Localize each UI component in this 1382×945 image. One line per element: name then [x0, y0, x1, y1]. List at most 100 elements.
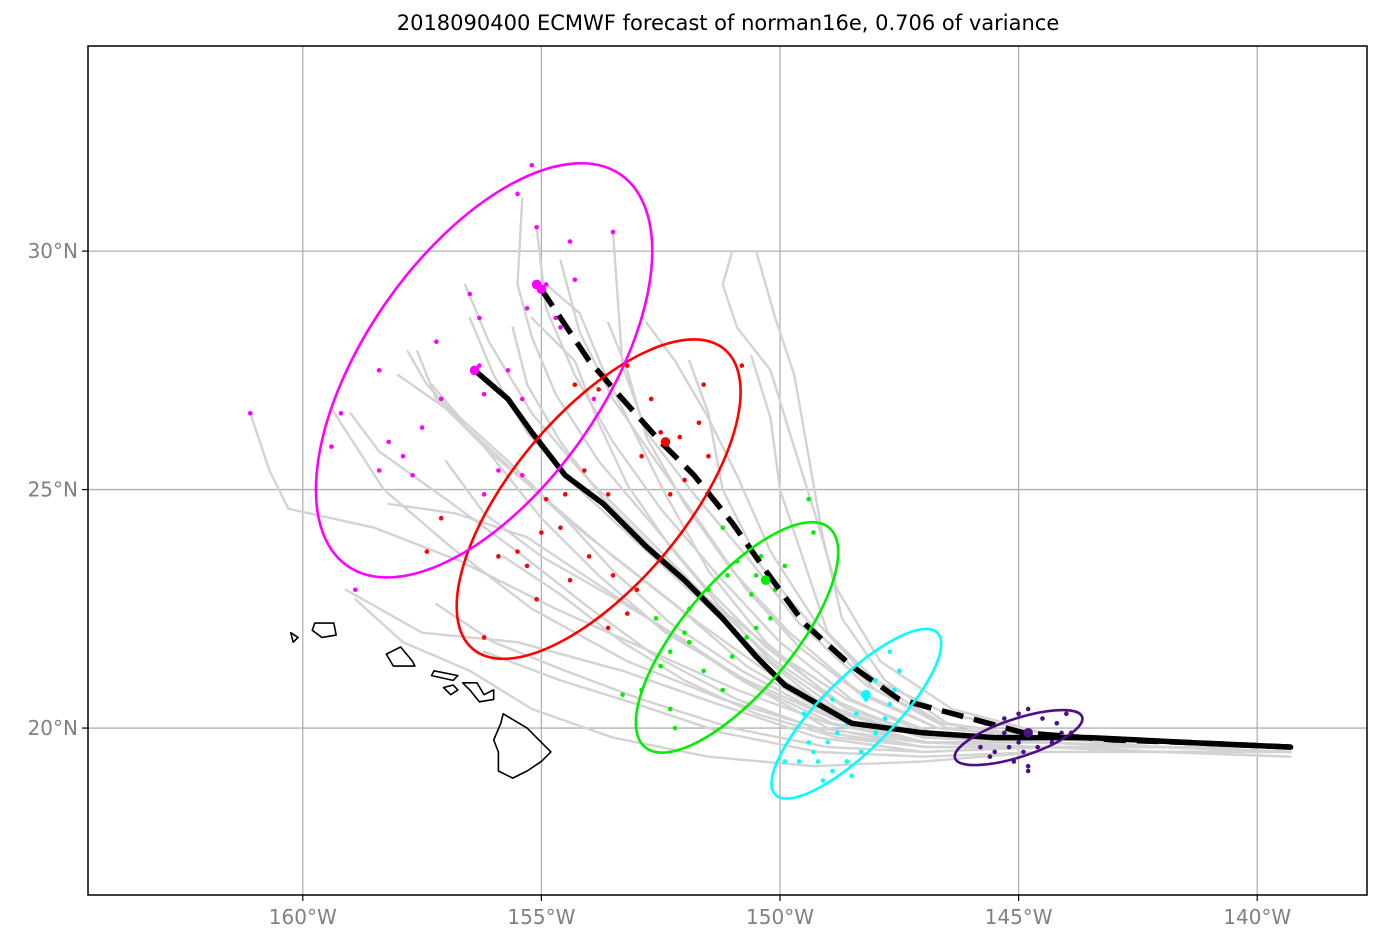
mean-track-solid [471, 367, 1294, 750]
member-point-day-4 [481, 635, 487, 640]
cluster-ellipse-day-1 [953, 708, 1084, 767]
member-point-day-5 [591, 396, 597, 402]
member-point-day-2 [873, 730, 878, 736]
member-point-day-4 [639, 453, 644, 459]
member-point-day-4 [677, 434, 683, 440]
member-point-day-3 [658, 663, 663, 669]
member-point-day-4 [634, 587, 640, 593]
member-point-day-5 [386, 439, 391, 445]
island-outline [311, 622, 338, 639]
member-point-day-5 [477, 315, 482, 321]
ensemble-track [249, 412, 1292, 754]
x-tick-label: 150°W [746, 905, 814, 929]
ensemble-track [482, 650, 1292, 758]
member-point-day-5 [481, 391, 487, 397]
member-point-day-1 [992, 749, 998, 755]
member-point-day-3 [701, 668, 706, 674]
member-point-day-4 [610, 573, 616, 578]
member-point-day-2 [782, 759, 788, 764]
member-point-day-4 [624, 611, 630, 616]
member-point-day-4 [648, 396, 654, 402]
member-point-day-2 [811, 749, 816, 755]
member-point-day-4 [624, 363, 630, 368]
map-frame [87, 45, 1368, 896]
x-tick-label: 145°W [985, 905, 1053, 929]
island-outline [442, 684, 459, 696]
member-point-day-5 [543, 282, 549, 287]
member-point-day-3 [720, 687, 726, 693]
member-point-day-1 [1025, 763, 1031, 769]
member-point-day-3 [768, 616, 773, 621]
member-point-day-4 [562, 492, 568, 497]
member-point-day-5 [610, 229, 616, 235]
member-point-day-4 [582, 468, 587, 473]
x-tick-label: 160°W [269, 905, 337, 929]
member-point-day-3 [653, 616, 659, 621]
member-point-day-1 [1016, 740, 1021, 745]
member-point-day-2 [887, 649, 893, 655]
y-tick-label: 20°N [28, 716, 78, 740]
member-point-day-2 [830, 697, 835, 702]
mean-tracks [471, 287, 1294, 750]
member-point-day-2 [887, 701, 893, 707]
member-point-day-4 [701, 382, 706, 387]
ensemble-track [463, 283, 1292, 749]
member-point-day-5 [558, 325, 563, 330]
member-point-day-2 [873, 678, 878, 683]
map-gridlines [88, 46, 1367, 895]
member-point-day-4 [605, 625, 611, 631]
member-point-day-3 [811, 530, 816, 535]
member-point-day-1 [1001, 730, 1007, 736]
member-point-day-4 [586, 554, 592, 559]
island-outline [492, 712, 552, 779]
member-point-day-5 [524, 306, 530, 311]
member-point-day-1 [987, 754, 993, 759]
cluster-center-day-4 [660, 437, 671, 447]
member-point-day-4 [424, 549, 430, 554]
member-point-day-3 [720, 525, 726, 531]
member-point-day-4 [739, 363, 745, 368]
ensemble-tracks [249, 197, 1292, 768]
member-point-day-1 [1001, 716, 1007, 721]
cluster-ellipse-day-5 [314, 161, 654, 579]
member-point-day-2 [834, 730, 840, 736]
member-point-day-5 [376, 468, 382, 473]
member-point-day-5 [376, 368, 382, 373]
member-point-day-5 [481, 492, 487, 497]
island-outline [461, 681, 495, 703]
member-point-day-5 [338, 410, 344, 416]
member-point-day-4 [706, 453, 711, 459]
member-point-day-5 [519, 472, 525, 478]
member-point-day-3 [753, 625, 759, 631]
ensemble-track [607, 321, 1292, 749]
member-point-day-2 [820, 778, 826, 783]
member-point-day-5 [419, 425, 425, 430]
member-point-day-2 [801, 711, 807, 717]
member-point-day-1 [1040, 716, 1045, 721]
member-point-day-4 [558, 525, 563, 531]
member-point-day-4 [605, 492, 611, 497]
island-outline [289, 631, 299, 644]
member-point-day-3 [667, 649, 673, 655]
member-point-day-5 [515, 191, 520, 197]
island-outline [430, 669, 459, 682]
member-point-day-1 [1021, 749, 1026, 755]
cluster-center-day-3 [760, 575, 771, 586]
member-point-day-5 [572, 277, 578, 283]
axis-ticks: 160°W 155°W 150°W 145°W 140°W 20°N 25°N 30°N [28, 239, 1292, 929]
map-title: 2018090400 ECMWF forecast of norman16e, … [396, 11, 1060, 35]
member-point-day-4 [524, 563, 530, 569]
member-point-day-2 [897, 668, 902, 674]
member-point-day-2 [892, 687, 897, 693]
member-point-day-2 [844, 759, 850, 764]
member-point-day-4 [534, 596, 539, 602]
ensemble-track [688, 359, 1292, 754]
member-point-day-4 [567, 577, 573, 583]
member-point-day-4 [682, 477, 687, 483]
member-point-day-4 [543, 496, 549, 502]
cluster-center-day-2 [861, 689, 871, 700]
member-point-day-3 [672, 725, 678, 731]
cluster-ellipse-day-3 [634, 520, 840, 754]
member-point-day-3 [729, 654, 735, 659]
member-point-day-4 [572, 382, 578, 387]
